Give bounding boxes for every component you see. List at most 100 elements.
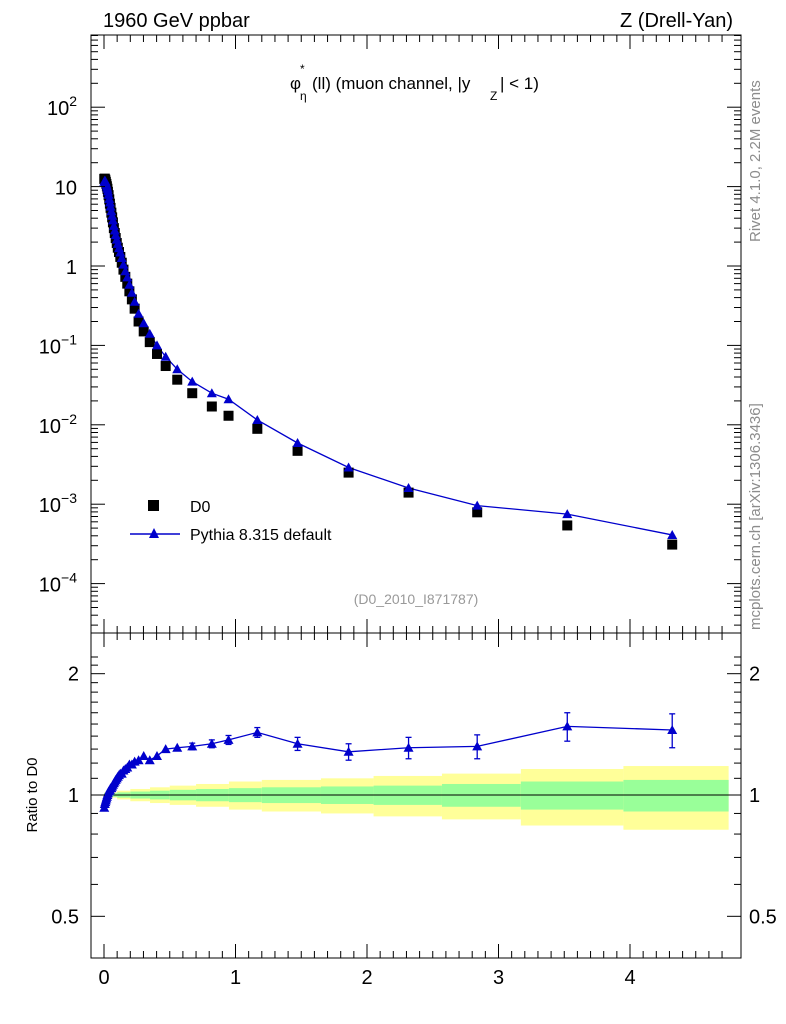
ratio-point: [403, 742, 414, 752]
data-point: [206, 401, 217, 412]
mc-point: [111, 234, 122, 244]
ratio-tick-label-right: 1: [749, 785, 760, 807]
mc-point: [115, 247, 126, 257]
mc-point: [122, 272, 133, 282]
mc-point: [106, 206, 117, 216]
mc-point: [667, 529, 678, 539]
mcplots-label: mcplots.cern.ch [arXiv:1306.3436]: [747, 403, 764, 630]
mc-point: [138, 318, 149, 328]
analysis-watermark: (D0_2010_I871787): [354, 591, 479, 607]
mc-point: [105, 201, 116, 211]
mc-point: [104, 193, 115, 203]
mc-point: [110, 230, 121, 240]
mc-point: [223, 394, 234, 404]
mc-curve-line: [103, 179, 673, 536]
title-sub: Z: [490, 89, 497, 103]
y-tick-label: 10−3: [39, 490, 77, 517]
mc-point: [133, 308, 144, 318]
band-inner-11: [520, 781, 624, 810]
data-point: [116, 257, 127, 268]
data-point: [129, 303, 140, 314]
data-point: [252, 423, 263, 434]
mc-point: [562, 509, 573, 519]
data-point: [126, 294, 137, 305]
ratio-tick-label-left: 0.5: [51, 906, 79, 928]
data-point: [138, 326, 149, 337]
main-frame: [90, 34, 742, 634]
header-process: Z (Drell-Yan): [620, 10, 733, 32]
mc-point: [104, 197, 115, 207]
data-point: [160, 361, 171, 372]
ratio-point: [133, 755, 144, 765]
ratio-point: [187, 741, 198, 751]
plot-title: φ * η (ll) (muon channel, |y Z | < 1): [290, 62, 539, 103]
legend-data-marker: [148, 500, 159, 511]
legend-mc-label: Pythia 8.315 default: [190, 527, 332, 544]
mc-point: [187, 376, 198, 386]
y-tick-label: 10−2: [39, 411, 77, 438]
y-tick-label: 10−1: [39, 331, 77, 358]
mc-points: [99, 175, 678, 539]
mc-point: [107, 215, 118, 225]
mc-point: [252, 414, 263, 424]
uncertainty-bands: [104, 766, 729, 830]
data-point: [562, 520, 573, 531]
ratio-tick-label-left: 1: [68, 785, 79, 807]
data-point: [187, 388, 198, 399]
data-point: [144, 337, 155, 348]
axis-ticks: [91, 34, 741, 958]
mc-point: [116, 253, 127, 263]
mc-point: [472, 500, 483, 510]
ratio-point: [472, 741, 483, 751]
ratio-tick-label-left: 2: [68, 664, 79, 686]
mc-point: [124, 279, 135, 289]
mc-point: [107, 210, 118, 220]
data-point: [472, 507, 483, 518]
data-points: [99, 173, 678, 550]
legend-mc-marker: [149, 528, 159, 538]
y-tick-label: 10: [55, 178, 77, 200]
mc-point: [403, 482, 414, 492]
mc-point: [126, 287, 137, 297]
mc-point: [160, 351, 171, 361]
data-point: [223, 410, 234, 421]
ratio-point: [172, 742, 183, 752]
ratio-points: [99, 712, 678, 812]
data-point: [151, 348, 162, 359]
ratio-point: [667, 724, 678, 734]
x-tick-label: 0: [98, 967, 109, 989]
data-point: [403, 487, 414, 498]
title-star: *: [300, 62, 305, 76]
data-point: [292, 445, 303, 456]
mc-point: [206, 388, 217, 398]
x-tick-label: 1: [230, 967, 241, 989]
ratio-point: [206, 738, 217, 748]
y-tick-label: 102: [47, 93, 77, 120]
rivet-label: Rivet 4.1.0, 2.2M events: [747, 80, 764, 242]
data-point: [667, 539, 678, 550]
ratio-point: [160, 744, 171, 754]
data-point: [124, 286, 135, 297]
data-point: [343, 467, 354, 478]
mc-point: [343, 462, 354, 472]
ratio-point: [343, 746, 354, 756]
data-point: [133, 316, 144, 327]
mc-point: [108, 220, 119, 230]
axis-tick-labels: 102 10 1 10−1 10−2 10−3 10−4 2 2 1 1 0.5 0.5 0 1 2 3 4: [39, 93, 777, 989]
mc-point: [103, 189, 114, 199]
x-tick-label: 2: [361, 967, 372, 989]
ratio-point: [252, 727, 263, 737]
header-energy: 1960 GeV ppbar: [103, 10, 250, 32]
title-phi: φ: [290, 74, 301, 93]
y-tick-label: 1: [66, 257, 77, 279]
mc-point: [292, 437, 303, 447]
title-eta: η: [300, 89, 307, 103]
title-main: (ll) (muon channel, |y: [312, 74, 471, 93]
ratio-ylabel: Ratio to D0: [24, 757, 41, 832]
mc-curve: [103, 179, 673, 536]
ratio-point: [144, 755, 155, 765]
legend-data-label: D0: [190, 499, 211, 516]
mc-point: [118, 259, 129, 269]
ratio-point: [151, 750, 162, 760]
